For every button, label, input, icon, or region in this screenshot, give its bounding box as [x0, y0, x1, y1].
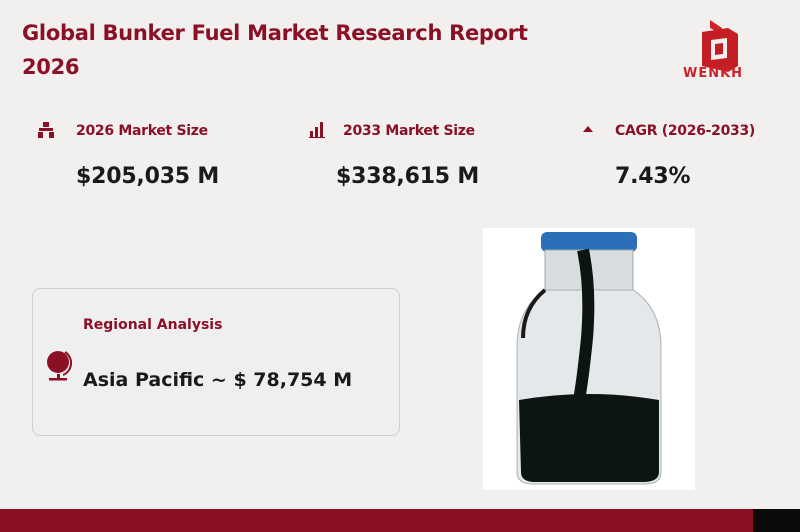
footer-bar — [0, 509, 753, 532]
bunker-fuel-jar-image — [483, 228, 695, 490]
globe-icon — [47, 351, 72, 381]
footer-bar-end — [753, 509, 800, 532]
triangle-up-icon — [583, 126, 593, 132]
stat-value-cagr: 7.43% — [615, 164, 691, 189]
stat-label-2026: 2026 Market Size — [76, 123, 208, 139]
stat-value-2033: $338,615 M — [336, 164, 480, 189]
regional-analysis-label: Regional Analysis — [83, 317, 223, 333]
stat-value-2026: $205,035 M — [76, 164, 220, 189]
stat-label-cagr: CAGR (2026-2033) — [615, 123, 755, 139]
page-title: Global Bunker Fuel Market Research Repor… — [22, 21, 528, 79]
regional-analysis-value: Asia Pacific ~ $ 78,754 M — [83, 369, 353, 391]
wenkh-logo — [702, 20, 738, 72]
stat-label-2033: 2033 Market Size — [343, 123, 475, 139]
logo-text: WENKH — [683, 66, 744, 81]
bar-chart-icon — [309, 122, 325, 138]
hierarchy-icon — [38, 122, 54, 138]
regional-analysis-card: Regional Analysis Asia Pacific ~ $ 78,75… — [32, 288, 400, 436]
